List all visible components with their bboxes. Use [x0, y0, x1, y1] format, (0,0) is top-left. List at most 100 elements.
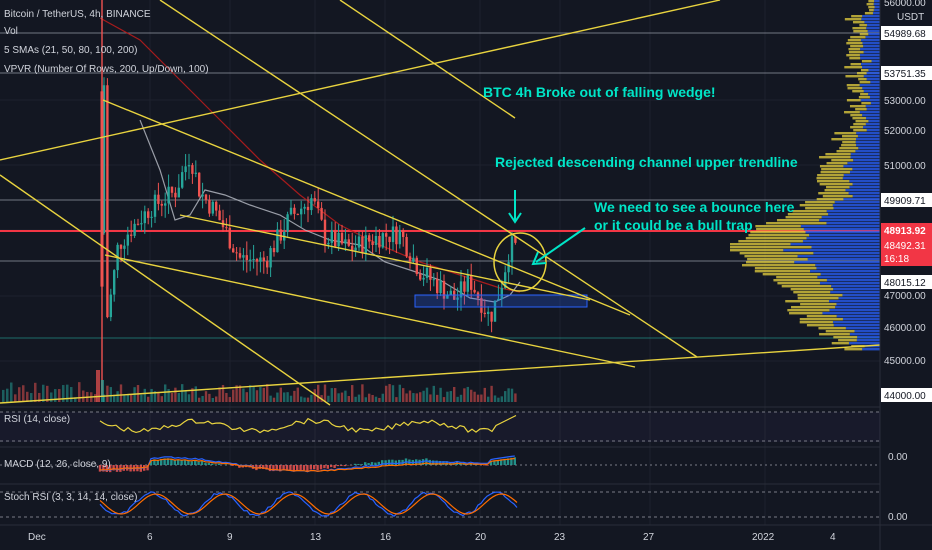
vpvr-bar-up — [842, 294, 880, 297]
vpvr-bar-up — [852, 168, 880, 171]
candle-body — [255, 258, 259, 262]
volume-bar — [170, 392, 174, 402]
volume-bar — [388, 384, 391, 402]
volume-bar — [425, 387, 429, 402]
candle-body — [391, 226, 395, 243]
macd-histogram-bar — [289, 465, 292, 471]
vpvr-bar-up — [863, 90, 880, 93]
volume-bar — [480, 394, 483, 402]
macd-histogram-bar — [292, 465, 295, 472]
vpvr-bar-down — [806, 315, 837, 318]
vpvr-bar-up — [874, 0, 880, 3]
volume-bar — [473, 391, 476, 402]
vpvr-bar-down — [818, 327, 846, 330]
candle-body — [164, 203, 167, 206]
vpvr-bar-up — [857, 336, 880, 339]
candle-body — [303, 206, 306, 209]
vpvr-bar-down — [738, 240, 803, 243]
candle-body — [327, 242, 330, 245]
vpvr-bar-up — [868, 69, 880, 72]
vpvr-bar-down — [800, 303, 837, 306]
volume-bar — [354, 396, 357, 402]
time-tick: 27 — [643, 532, 655, 543]
volume-bar — [177, 392, 180, 402]
demand-box — [414, 294, 588, 308]
time-tick: Dec — [28, 532, 46, 543]
vpvr-bar-down — [847, 87, 863, 90]
time-tick: 13 — [310, 532, 322, 543]
volume-bar — [167, 389, 170, 402]
volume-bar — [361, 384, 364, 402]
vpvr-bar-down — [730, 249, 784, 252]
volume-bar — [269, 395, 272, 402]
rsi-legend[interactable]: RSI (14, close) — [4, 414, 71, 425]
vpvr-bar-down — [864, 12, 873, 15]
candle-body — [371, 241, 374, 246]
volume-bar — [94, 394, 97, 402]
candle-body — [102, 85, 106, 234]
volume-bar — [347, 396, 350, 402]
macd-legend[interactable]: MACD (12, 26, close, 9) — [4, 459, 111, 470]
vpvr-bar-down — [846, 42, 863, 45]
macd-histogram-bar — [234, 465, 238, 466]
macd-histogram-bar — [265, 465, 268, 470]
volume-bar — [334, 388, 337, 402]
crash-candle — [100, 91, 104, 287]
vpvr-bar-down — [844, 66, 863, 69]
candle-body — [323, 219, 327, 245]
vpvr-bar-up — [859, 111, 880, 114]
candle-body — [361, 236, 364, 254]
sma-legend[interactable]: 5 SMAs (21, 50, 80, 100, 200) — [4, 45, 138, 56]
vpvr-bar-down — [841, 144, 857, 147]
candle-body — [405, 237, 408, 257]
vpvr-bar-down — [805, 201, 835, 204]
vpvr-bar-down — [856, 72, 867, 75]
vpvr-bar-up — [856, 339, 880, 342]
time-tick: 16 — [380, 532, 392, 543]
time-axis[interactable]: Dec 6 9 13 16 20 23 27 2022 4 — [28, 532, 836, 543]
vpvr-bar-down — [831, 159, 854, 162]
annotation-bounce-1: We need to see a bounce here — [594, 199, 795, 215]
channel-top — [159, 0, 698, 358]
annotation-bounce-2: or it could be a bull trap — [594, 217, 753, 233]
macd-histogram-bar — [432, 460, 435, 465]
vpvr-bar-up — [856, 132, 880, 135]
candle-body — [357, 236, 361, 248]
candle-body — [249, 259, 252, 261]
volume-bar — [221, 384, 225, 402]
volume-bar — [357, 394, 361, 402]
vpvr-bar-down — [858, 78, 867, 81]
vpvr-bar-up — [842, 177, 880, 180]
macd-histogram-bar — [306, 465, 309, 472]
candle-body — [507, 262, 510, 273]
vpvr-legend[interactable]: VPVR (Number Of Rows, 200, Up/Down, 100) — [4, 64, 209, 75]
macd-histogram-bar — [231, 465, 234, 466]
vpvr-bar-down — [861, 102, 871, 105]
volume-bar — [276, 392, 279, 402]
vol-legend[interactable]: Vol — [4, 26, 18, 37]
symbol-legend[interactable]: Bitcoin / TetherUS, 4h, BINANCE — [4, 9, 151, 20]
macd-histogram-bar — [105, 465, 108, 473]
volume-bar — [46, 385, 49, 402]
stoch-legend[interactable]: Stoch RSI (3, 3, 14, 14, close) — [4, 492, 138, 503]
vpvr-bar-up — [862, 87, 880, 90]
volume-bar — [235, 385, 238, 402]
macd-histogram-bar — [496, 459, 499, 465]
volume-bar — [153, 391, 157, 402]
time-tick: 4 — [830, 532, 836, 543]
macd-histogram-bar — [428, 459, 431, 465]
stoch-pane — [0, 491, 880, 518]
price-axis[interactable]: USDT 56000.00 53000.00 52000.00 51000.00… — [881, 0, 932, 523]
macd-histogram-bar — [146, 465, 149, 471]
macd-histogram-bar — [398, 459, 401, 465]
candle-body — [446, 295, 449, 299]
vpvr-bar-down — [755, 225, 801, 228]
macd-histogram-bar — [156, 460, 159, 465]
vpvr-bar-up — [828, 300, 880, 303]
volume-bar — [194, 386, 197, 402]
vpvr-bar-down — [785, 216, 822, 219]
vpvr-bar-down — [777, 282, 820, 285]
vpvr-bar-down — [821, 168, 853, 171]
vpvr-bar-down — [791, 306, 836, 309]
